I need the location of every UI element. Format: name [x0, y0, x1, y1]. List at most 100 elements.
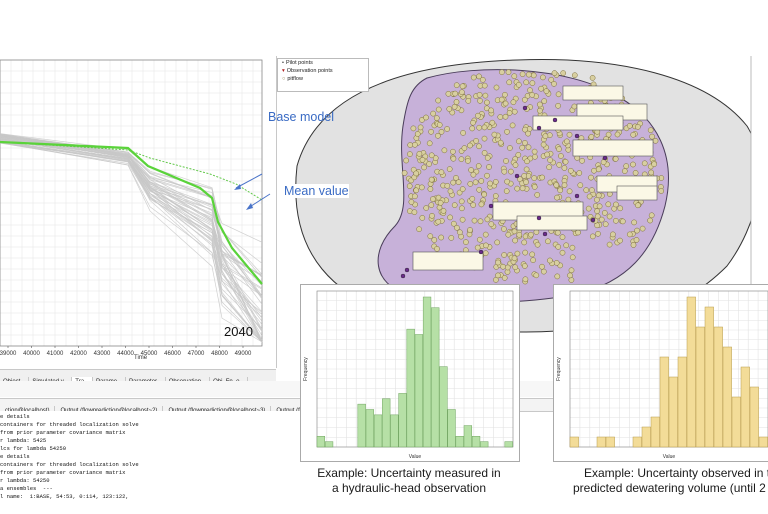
observation-point: [574, 133, 580, 139]
pitflow-cell: [469, 195, 476, 202]
pitflow-cell: [494, 239, 501, 246]
pitflow-cell: [484, 99, 490, 106]
pitflow-cell: [463, 239, 469, 245]
pitflow-cell: [435, 97, 442, 104]
pitflow-cell: [569, 254, 576, 261]
pitflow-cell: [423, 205, 430, 211]
pitflow-cell: [511, 228, 518, 235]
result-tab[interactable]: Tra...: [72, 377, 94, 382]
result-tab[interactable]: Object...: [0, 377, 30, 382]
pitflow-cell: [602, 221, 609, 228]
result-tab[interactable]: Obj. Fn. o...: [210, 377, 249, 382]
pitflow-cell: [555, 244, 562, 250]
pitflow-cell: [521, 263, 528, 269]
pitflow-cell: [538, 85, 544, 92]
pitflow-cell: [534, 241, 541, 248]
histogram-bar: [605, 436, 615, 448]
pitflow-cell: [583, 187, 590, 193]
result-tab[interactable]: Observation...: [166, 377, 211, 382]
pitflow-cell: [567, 272, 573, 279]
pitflow-cell: [476, 143, 482, 150]
observation-point-icon: ▾: [282, 68, 285, 74]
pitflow-cell: [407, 151, 413, 157]
pitflow-cell: [477, 97, 483, 104]
histogram-bar: [722, 346, 732, 448]
pitflow-cell: [472, 179, 479, 186]
head-histogram-caption-1: Example: Uncertainty measured in: [317, 466, 501, 480]
pitflow-cell: [527, 87, 533, 94]
pitflow-cell: [630, 161, 636, 168]
pit-block: [562, 85, 624, 101]
pitflow-cell: [403, 157, 410, 164]
pit-block: [616, 185, 658, 201]
pitflow-cell: [502, 91, 508, 98]
pitflow-cell: [591, 167, 597, 174]
observation-point: [536, 215, 542, 221]
histogram-bar: [431, 307, 440, 448]
pitflow-cell: [438, 234, 445, 241]
histogram-bar: [316, 436, 326, 448]
pitflow-cell: [523, 79, 530, 86]
pitflow-cell: [481, 82, 488, 89]
output-tab[interactable]: Output (flowprediction@localhost~3): [163, 406, 272, 411]
output-tab[interactable]: ction@localhost): [0, 406, 56, 411]
pitflow-cell: [459, 205, 465, 212]
histogram-bar: [398, 393, 407, 448]
pitflow-cell: [568, 267, 575, 274]
y-axis-label: Frequency: [556, 357, 562, 381]
pitflow-cell: [534, 192, 541, 198]
pitflow-cell: [501, 252, 507, 258]
pitflow-cell: [459, 186, 466, 192]
chart-canvas: 39000 40000 41000 42000 43000 44000 45000 46000…: [0, 59, 271, 357]
pitflow-cell: [516, 231, 523, 238]
result-tab[interactable]: Simulated v...: [29, 377, 73, 382]
dewatering-histogram-card: Frequency Value: [553, 284, 768, 462]
result-tab[interactable]: Parameter...: [126, 377, 166, 382]
pitflow-cell: [540, 141, 547, 148]
pitflow-cell: [489, 119, 496, 126]
pitflow-cell: [648, 212, 655, 219]
result-tab[interactable]: Parame...: [93, 377, 127, 382]
histogram-bar: [632, 436, 642, 448]
pitflow-cell: [543, 88, 550, 94]
pitflow-cell: [612, 156, 619, 162]
pitflow-cell: [459, 83, 466, 90]
ensemble-timeseries-chart[interactable]: 39000 40000 41000 42000 43000 44000 45000 46000…: [0, 56, 277, 368]
pitflow-cell: [476, 236, 483, 243]
pitflow-cell: [427, 233, 434, 240]
pitflow-cell: [617, 205, 624, 212]
pitflow-cell: [529, 251, 536, 258]
pitflow-cell: [451, 103, 458, 110]
ensemble-realization-line: [0, 133, 263, 313]
pitflow-cell: [521, 173, 528, 179]
pitflow-cell: [633, 237, 640, 243]
pitflow-cell: [438, 169, 445, 176]
pitflow-cell: [524, 158, 530, 165]
pitflow-cell: [509, 122, 516, 129]
pitflow-cell: [450, 179, 457, 186]
pitflow-cell: [553, 182, 560, 188]
output-console[interactable]: e details containers for threaded localiz…: [0, 411, 300, 514]
pitflow-cell: [523, 166, 530, 173]
legend-label: Pilot points: [285, 60, 313, 66]
legend-item-pitflow: ○ pitflow: [278, 75, 368, 83]
pitflow-cell: [428, 202, 435, 208]
pitflow-cell: [444, 182, 451, 189]
output-tab[interactable]: Output (flowprediction@localhost~2): [55, 406, 164, 411]
pitflow-cell: [458, 198, 465, 205]
pitflow-cell: [563, 138, 570, 145]
x-tick-label: 43000: [94, 351, 111, 357]
pitflow-cell: [473, 138, 479, 144]
pitflow-cell: [432, 155, 439, 161]
model-map[interactable]: [277, 56, 768, 366]
pitflow-cell: [488, 221, 495, 227]
observation-point: [400, 273, 406, 279]
x-axis-label: Value: [409, 454, 422, 460]
ensemble-realization-line: [0, 142, 263, 318]
pitflow-cell: [447, 214, 453, 221]
pitflow-cell: [407, 142, 414, 148]
x-axis-title: Time: [134, 355, 148, 361]
pitflow-cell: [446, 166, 453, 172]
pitflow-cell: [427, 186, 434, 192]
histogram-bar: [668, 376, 678, 448]
